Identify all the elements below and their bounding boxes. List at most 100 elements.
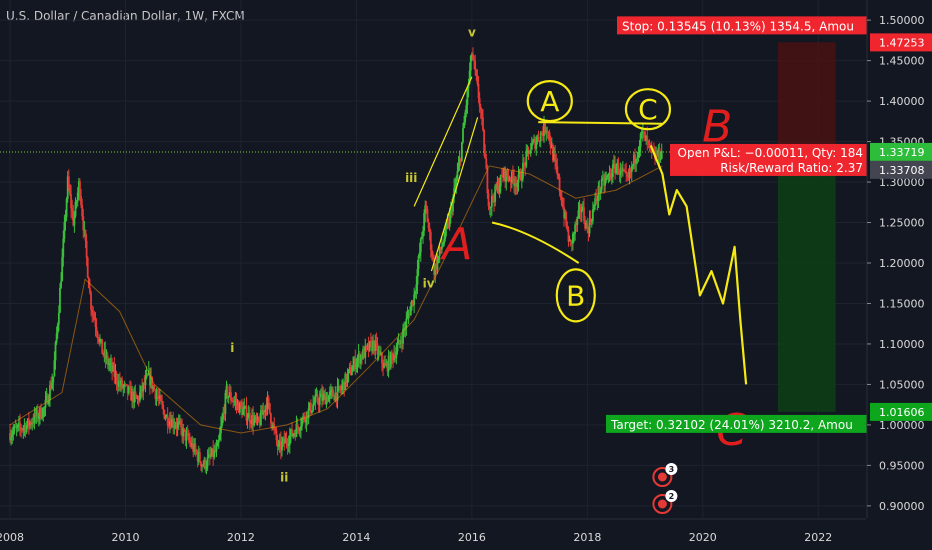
news-badge-count-1: 2: [669, 492, 675, 501]
candle-body-564: [635, 159, 638, 164]
candle-body-419: [474, 61, 477, 71]
candle-body-404: [457, 163, 460, 172]
candle-body-13: [23, 425, 26, 428]
candle-body-23: [34, 412, 37, 417]
candle-body-468: [528, 150, 531, 154]
candle-body-92: [111, 362, 114, 372]
candle-body-319: [363, 348, 366, 358]
candle-body-504: [568, 239, 571, 242]
candle-body-327: [372, 341, 374, 352]
candle-body-337: [383, 362, 386, 368]
candle-body-183: [212, 448, 215, 458]
candle-body-300: [342, 381, 344, 386]
candle-body-113: [134, 391, 137, 396]
candle-body-392: [444, 227, 447, 240]
candle-body-391: [443, 239, 446, 244]
candle-body-11: [21, 429, 24, 431]
candle-body-570: [641, 131, 644, 133]
candle-body-202: [233, 401, 236, 402]
candle-body-78: [95, 327, 98, 333]
candle-body-32: [44, 399, 47, 408]
candle-body-312: [355, 363, 358, 370]
candle-body-69: [85, 240, 88, 258]
candles: [9, 47, 663, 475]
candle-body-9: [19, 422, 21, 428]
candle-body-355: [403, 328, 406, 330]
candle-body-569: [640, 131, 643, 134]
candle-body-375: [425, 205, 428, 209]
candle-body-255: [292, 433, 295, 436]
candle-body-520: [586, 222, 589, 231]
candle-body-82: [100, 339, 102, 341]
candle-body-163: [190, 442, 192, 447]
candle-body-142: [166, 415, 169, 426]
candle-body-119: [141, 386, 144, 392]
candle-body-112: [133, 391, 136, 403]
candle-body-38: [51, 382, 54, 389]
y-tick-label-12: 1.50000: [879, 14, 925, 27]
candle-body-62: [77, 181, 80, 193]
candle-body-378: [428, 228, 431, 232]
candle-body-586: [659, 158, 662, 160]
candle-body-493: [556, 166, 559, 175]
candle-body-266: [304, 419, 307, 423]
candle-body-132: [155, 395, 158, 400]
candle-body-399: [452, 197, 454, 212]
candle-body-308: [351, 371, 353, 375]
candle-body-44: [57, 312, 60, 325]
candle-body-217: [250, 422, 252, 425]
candle-body-55: [70, 194, 72, 209]
news-badge-count-bg-0: [665, 463, 678, 475]
candle-body-179: [207, 454, 210, 457]
candle-body-370: [419, 238, 422, 253]
candle-body-508: [573, 233, 575, 235]
candle-body-584: [657, 147, 660, 157]
candle-body-395: [447, 222, 450, 227]
candle-body-535: [603, 178, 605, 186]
candle-body-432: [488, 206, 491, 209]
candle-body-176: [204, 459, 207, 469]
candle-body-284: [324, 393, 327, 405]
candle-body-430: [486, 168, 489, 194]
candle-body-87: [105, 355, 108, 359]
candle-body-293: [334, 392, 337, 401]
candle-body-27: [39, 407, 41, 417]
candle-body-456: [515, 183, 518, 187]
candle-body-345: [392, 354, 394, 361]
candle-body-566: [637, 151, 640, 158]
annotation-b-2: B: [566, 279, 585, 312]
candle-body-477: [538, 140, 541, 142]
candle-body-405: [458, 158, 461, 164]
candle-body-505: [569, 239, 572, 241]
candle-body-228: [262, 410, 265, 415]
candle-body-168: [195, 450, 198, 453]
candle-body-169: [196, 452, 199, 462]
candle-body-311: [354, 358, 357, 370]
candle-body-190: [220, 425, 222, 434]
candle-body-495: [558, 176, 561, 192]
candle-body-178: [206, 456, 209, 467]
candle-body-301: [343, 381, 346, 391]
y-tick-label-0: 0.90000: [879, 500, 925, 513]
candle-body-18: [29, 422, 31, 426]
candle-body-561: [631, 164, 634, 166]
candle-body-221: [254, 416, 257, 420]
candle-body-510: [575, 224, 578, 226]
wave-label-iii: iii: [405, 171, 417, 185]
candle-body-291: [332, 390, 334, 397]
candle-body-239: [274, 428, 277, 431]
candle-body-105: [125, 384, 128, 386]
candle-body-126: [148, 370, 151, 386]
x-tick-label-7: 2022: [804, 531, 832, 544]
candle-body-483: [545, 130, 548, 133]
candle-body-445: [503, 168, 505, 178]
candle-body-223: [256, 417, 259, 421]
candle-body-329: [374, 340, 377, 351]
candle-body-278: [317, 401, 320, 405]
candle-body-585: [658, 147, 661, 160]
candle-body-86: [104, 349, 107, 359]
candle-body-465: [525, 151, 528, 167]
stop-price-tag-bg: [870, 33, 932, 52]
candle-body-497: [560, 197, 563, 206]
